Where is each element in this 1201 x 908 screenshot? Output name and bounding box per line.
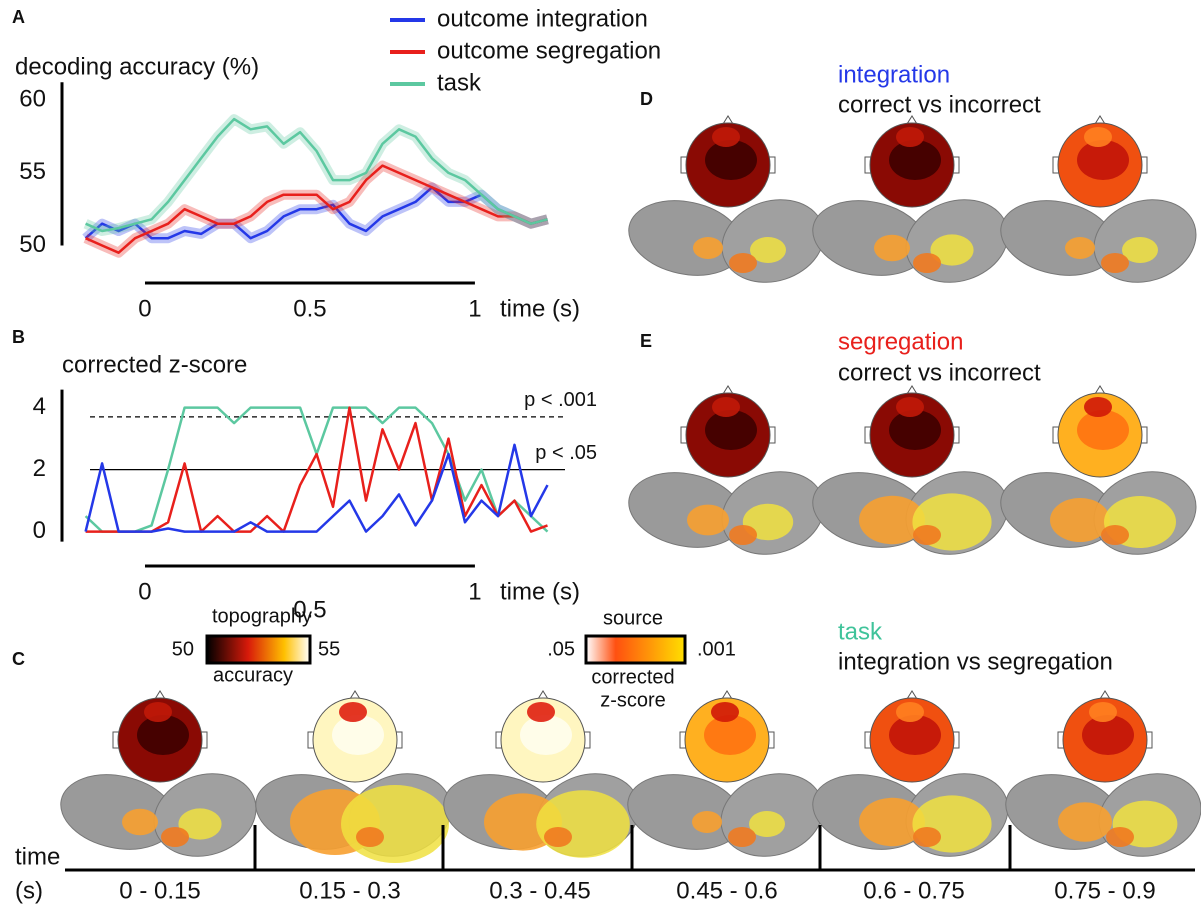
legend-label: task (437, 69, 482, 96)
hotspot (711, 702, 739, 722)
y-axis-title: decoding accuracy (%) (15, 53, 259, 80)
colorbar (586, 636, 685, 663)
time-bin-label: 0.45 - 0.6 (676, 877, 777, 904)
activation (1106, 827, 1134, 847)
threshold-label: p < .05 (535, 442, 597, 464)
activation (1058, 802, 1112, 842)
threshold-label: p < .001 (524, 389, 597, 411)
time-bin-label: 0.3 - 0.45 (489, 877, 590, 904)
activation (536, 790, 630, 858)
panel-label: D (640, 89, 653, 109)
hotspot (144, 702, 172, 722)
hotspot (339, 702, 367, 722)
activation (161, 827, 189, 847)
colorbar-label: .001 (697, 638, 736, 660)
x-tick-label: 0 (138, 295, 151, 322)
activation (874, 235, 910, 261)
x-tick-label: 1 (468, 578, 481, 605)
time-unit: (s) (15, 877, 43, 904)
x-axis-title: time (s) (500, 295, 580, 322)
time-bin-label: 0.75 - 0.9 (1054, 877, 1155, 904)
panel-title: segregation (838, 328, 963, 355)
panel-title: integration (838, 61, 950, 88)
activation (693, 237, 723, 259)
y-tick-label: 2 (33, 455, 46, 482)
y-tick-label: 55 (19, 158, 46, 185)
activation (1101, 525, 1129, 545)
activation (1101, 253, 1129, 273)
hotspot (896, 127, 924, 147)
legend-label: outcome segregation (437, 37, 661, 64)
panel-subtitle: correct vs incorrect (838, 91, 1041, 118)
activation (913, 253, 941, 273)
activation (341, 785, 449, 863)
x-tick-label: 0.5 (293, 295, 326, 322)
colorbar-caption: z-score (600, 689, 666, 711)
y-tick-label: 60 (19, 86, 46, 113)
panel-label: E (640, 331, 652, 351)
activation (692, 811, 722, 833)
series-line (86, 119, 548, 231)
hotspot (527, 702, 555, 722)
x-tick-label: 0.5 (293, 596, 326, 623)
legend-label: outcome integration (437, 5, 648, 32)
time-bin-label: 0.6 - 0.75 (863, 877, 964, 904)
colorbar-label: 50 (172, 638, 194, 660)
activation (913, 827, 941, 847)
activation (1050, 498, 1110, 542)
panel-label: C (12, 649, 25, 669)
y-tick-label: 0 (33, 517, 46, 544)
hotspot (896, 702, 924, 722)
activation (729, 253, 757, 273)
time-bin-label: 0.15 - 0.3 (299, 877, 400, 904)
hotspot (896, 397, 924, 417)
hotspot (1089, 702, 1117, 722)
activation (544, 827, 572, 847)
colorbar-label: .05 (547, 638, 575, 660)
activation (122, 809, 158, 835)
x-tick-label: 1 (468, 295, 481, 322)
time-label: time (15, 843, 60, 870)
colorbar-caption: corrected (591, 666, 674, 688)
hotspot (1084, 127, 1112, 147)
activation (913, 525, 941, 545)
y-tick-label: 50 (19, 231, 46, 258)
activation (729, 525, 757, 545)
activation (687, 505, 729, 536)
figure: A B C D E integration correct vs incorre… (0, 0, 1201, 908)
y-tick-label: 4 (33, 393, 46, 420)
panel-subtitle: correct vs incorrect (838, 359, 1041, 386)
time-bin-label: 0 - 0.15 (119, 877, 200, 904)
panel-label: B (12, 327, 25, 347)
colorbar-caption: accuracy (213, 664, 293, 686)
x-axis-title: time (s) (500, 578, 580, 605)
hotspot (1084, 397, 1112, 417)
colorbar-title: source (603, 607, 663, 629)
activation (1065, 237, 1095, 259)
panel-label: A (12, 7, 25, 27)
panel-title: task (838, 618, 883, 645)
y-axis-title: corrected z-score (62, 351, 247, 378)
colorbar (207, 636, 310, 663)
hotspot (712, 397, 740, 417)
colorbar-label: 55 (318, 638, 340, 660)
panel-subtitle: integration vs segregation (838, 648, 1113, 675)
activation (728, 827, 756, 847)
hotspot (712, 127, 740, 147)
x-tick-label: 0 (138, 578, 151, 605)
brain-maps (54, 116, 1201, 869)
activation (356, 827, 384, 847)
